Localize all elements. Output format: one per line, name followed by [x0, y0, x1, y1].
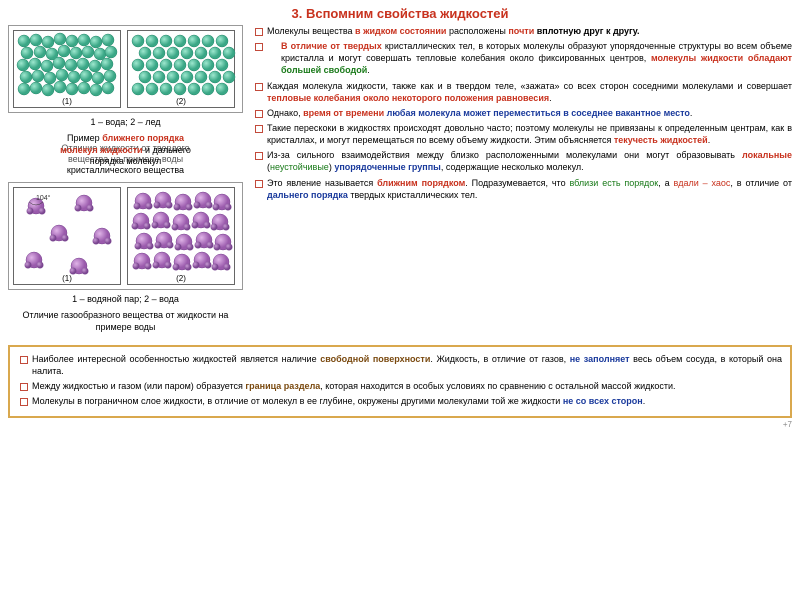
left-column: (1) (2) 1 – вода; 2 – л — [8, 25, 243, 339]
svg-text:104°: 104° — [36, 194, 51, 202]
right-column: Молекулы вещества в жидком состоянии рас… — [253, 25, 792, 339]
bullet-2: В отличие от твердых кристаллических тел… — [253, 40, 792, 76]
vapor-svg: 104° — [14, 188, 122, 286]
caption-mid: 1 – водяной пар; 2 – вода — [8, 294, 243, 306]
caption-bot: Отличие газообразного вещества от жидкос… — [8, 310, 243, 333]
bottom-bullet-2: Между жидкостью и газом (или паром) обра… — [18, 380, 782, 392]
liquid-svg — [128, 188, 236, 286]
page-number: +7 — [8, 420, 792, 429]
bottom-bullet-3: Молекулы в пограничном слое жидкости, в … — [18, 395, 782, 407]
bottom-bullet-1: Наиболее интересной особенностью жидкост… — [18, 353, 782, 377]
diagram-vapor-water: 104° (1) (2) — [8, 182, 243, 290]
bottom-summary: Наиболее интересной особенностью жидкост… — [8, 345, 792, 419]
overlap-captions: Пример ближнего порядка Отличие жидкости… — [8, 134, 243, 176]
bullet-6: Из-за сильного взаимодействия между близ… — [253, 149, 792, 173]
page-title: 3. Вспомним свойства жидкостей — [8, 6, 792, 21]
bullet-5: Такие перескоки в жидкостях происходят д… — [253, 122, 792, 146]
bullet-1: Молекулы вещества в жидком состоянии рас… — [253, 25, 792, 37]
diagram-water-ice: (1) (2) — [8, 25, 243, 113]
bullet-3: Каждая молекула жидкости, также как и в … — [253, 80, 792, 104]
caption-top: 1 – вода; 2 – лед — [8, 117, 243, 129]
bullet-7: Это явление называется ближним порядком.… — [253, 177, 792, 201]
bullet-4: Однако, время от времени любая молекула … — [253, 107, 792, 119]
